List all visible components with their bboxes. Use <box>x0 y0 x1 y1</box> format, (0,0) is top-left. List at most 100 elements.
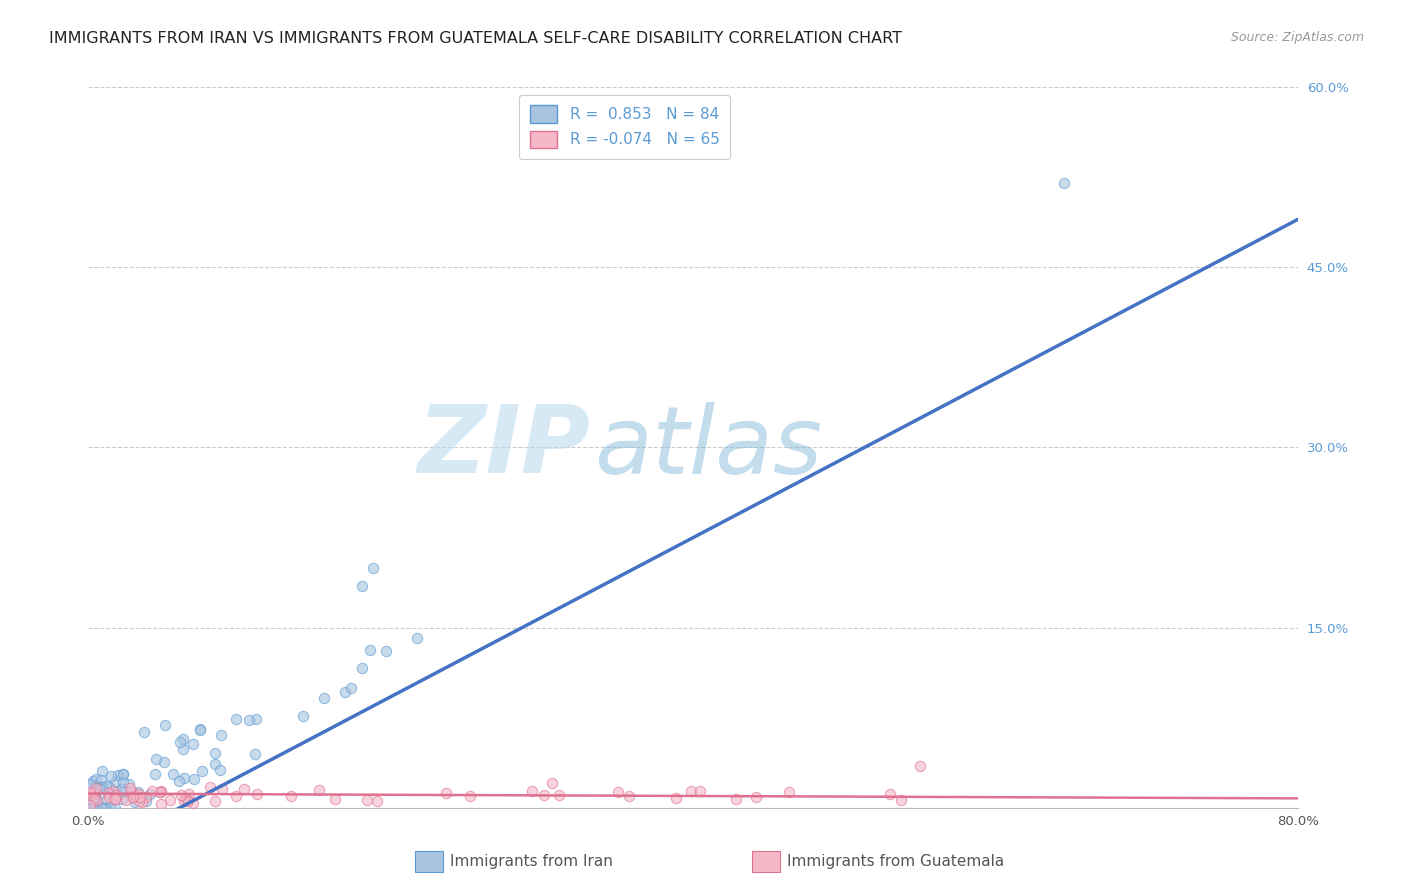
Point <box>879 787 901 801</box>
Point <box>350 661 373 675</box>
Point <box>128 794 150 808</box>
Point <box>134 724 156 739</box>
Point <box>689 784 711 798</box>
Point <box>890 793 912 807</box>
Text: atlas: atlas <box>593 402 823 493</box>
Point <box>79 787 101 801</box>
Point <box>204 747 226 761</box>
Point <box>107 768 129 782</box>
Point <box>124 795 146 809</box>
Point <box>280 789 302 803</box>
Point <box>150 784 173 798</box>
Point <box>90 772 112 787</box>
Point <box>98 799 121 814</box>
Point <box>94 801 117 815</box>
Point <box>91 801 114 815</box>
Point <box>162 767 184 781</box>
Point <box>149 785 172 799</box>
Point <box>1053 176 1076 190</box>
Point <box>145 752 167 766</box>
Point <box>84 789 107 804</box>
Point <box>141 784 163 798</box>
Text: Source: ZipAtlas.com: Source: ZipAtlas.com <box>1230 31 1364 45</box>
Point <box>172 732 194 747</box>
Point <box>79 797 101 812</box>
Text: IMMIGRANTS FROM IRAN VS IMMIGRANTS FROM GUATEMALA SELF-CARE DISABILITY CORRELATI: IMMIGRANTS FROM IRAN VS IMMIGRANTS FROM … <box>49 31 903 46</box>
Point <box>86 796 108 810</box>
Point <box>135 794 157 808</box>
Point <box>406 631 429 645</box>
Point <box>103 789 125 804</box>
Point <box>112 767 135 781</box>
Point <box>606 785 628 799</box>
Point <box>356 793 378 807</box>
Point <box>238 713 260 727</box>
Point <box>111 767 134 781</box>
Point <box>111 782 134 797</box>
Point <box>83 779 105 793</box>
Point <box>100 768 122 782</box>
Point <box>908 759 931 773</box>
Text: Immigrants from Iran: Immigrants from Iran <box>450 855 613 869</box>
Point <box>191 764 214 778</box>
Point <box>352 579 374 593</box>
Point <box>149 785 172 799</box>
Point <box>84 781 107 796</box>
Point <box>173 790 195 805</box>
Point <box>80 801 103 815</box>
Point <box>308 783 330 797</box>
Point <box>84 801 107 815</box>
Point <box>84 772 107 787</box>
Point <box>84 781 107 796</box>
Point <box>86 799 108 814</box>
Point <box>209 728 232 742</box>
Point <box>312 691 335 706</box>
Point <box>153 755 176 769</box>
Point <box>84 791 107 805</box>
Point <box>458 789 481 803</box>
Point <box>98 790 121 805</box>
Point <box>120 784 142 798</box>
Point <box>139 787 162 801</box>
Point <box>533 789 555 803</box>
Point <box>183 737 205 751</box>
Point <box>340 681 363 696</box>
Point <box>104 792 127 806</box>
Point <box>619 789 641 803</box>
Point <box>121 790 143 805</box>
Point <box>112 784 135 798</box>
Point <box>198 780 221 794</box>
Point <box>225 789 247 803</box>
Point <box>83 801 105 815</box>
Point <box>204 756 226 771</box>
Point <box>745 790 768 805</box>
Point <box>211 782 233 797</box>
Point <box>778 785 800 799</box>
Point <box>225 712 247 726</box>
Point <box>86 792 108 806</box>
Point <box>143 767 166 781</box>
Point <box>245 747 267 761</box>
Point <box>79 785 101 799</box>
Point <box>246 787 269 801</box>
Point <box>80 801 103 815</box>
Point <box>167 774 190 789</box>
Point <box>188 723 211 737</box>
Point <box>89 782 111 797</box>
Point <box>434 787 457 801</box>
Point <box>204 794 226 808</box>
Point <box>232 782 254 797</box>
Point <box>181 797 204 811</box>
Point <box>101 783 124 797</box>
Point <box>90 764 112 778</box>
Point <box>209 764 232 778</box>
Point <box>90 801 112 815</box>
Point <box>724 792 747 806</box>
Point <box>169 735 191 749</box>
Point <box>79 789 101 803</box>
Point <box>173 794 195 808</box>
Point <box>79 801 101 815</box>
Point <box>79 801 101 815</box>
Point <box>176 792 198 806</box>
Point <box>120 781 142 796</box>
